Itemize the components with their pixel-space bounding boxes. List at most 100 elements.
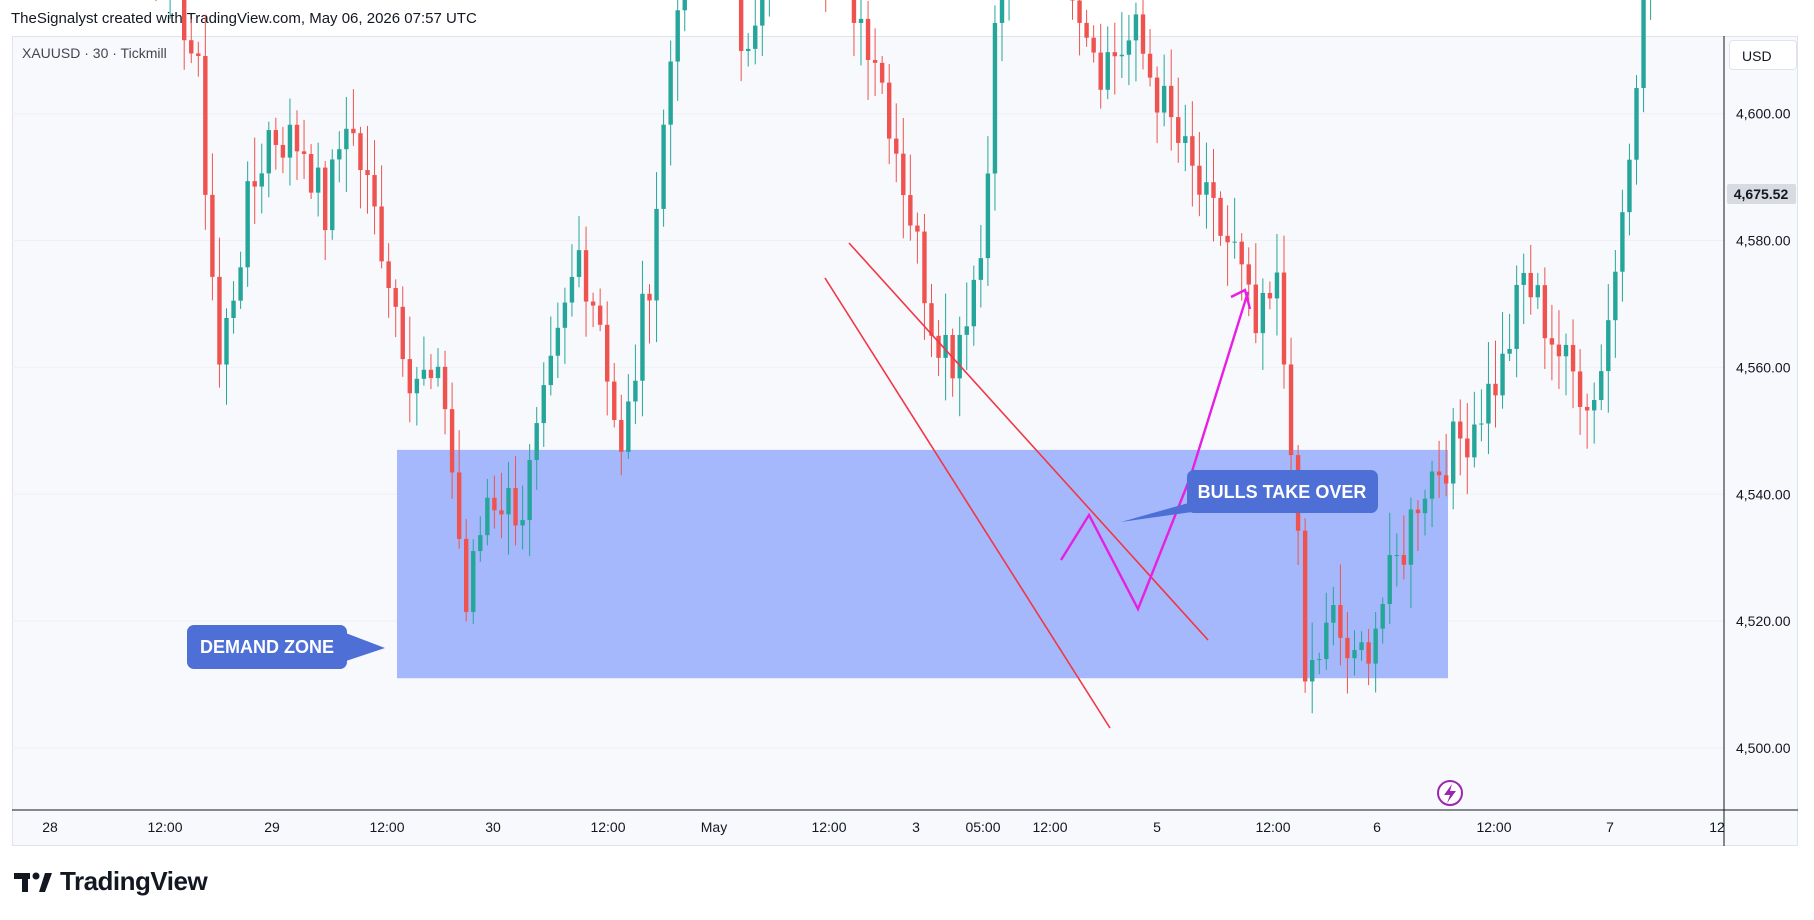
candle-body bbox=[358, 133, 363, 171]
price-tick-label: 4,540.00 bbox=[1736, 486, 1791, 502]
candle-body bbox=[217, 276, 222, 365]
symbol-info[interactable]: XAUUSD · 30 · Tickmill bbox=[22, 45, 167, 61]
currency-selector[interactable]: USD bbox=[1729, 40, 1797, 70]
candle-body bbox=[1570, 344, 1576, 372]
candle-body bbox=[1359, 642, 1364, 651]
price-tick-label: 4,520.00 bbox=[1736, 613, 1791, 629]
candle-body bbox=[1112, 52, 1117, 57]
candle-body bbox=[224, 317, 229, 365]
candle-body bbox=[922, 231, 927, 304]
bulls-take-over-label: BULLS TAKE OVER bbox=[1198, 482, 1367, 502]
candle-body bbox=[1401, 554, 1407, 565]
candle-body bbox=[908, 195, 913, 226]
bulls-take-over-callout[interactable]: BULLS TAKE OVER bbox=[1121, 470, 1378, 522]
candle-body bbox=[590, 301, 596, 306]
candle-body bbox=[1380, 603, 1385, 629]
candle-body bbox=[978, 258, 984, 280]
candle-body bbox=[1338, 605, 1343, 638]
candle-body bbox=[668, 61, 673, 125]
candle-body bbox=[1288, 364, 1294, 456]
candle-body bbox=[626, 401, 631, 452]
candle-body bbox=[513, 488, 518, 526]
candle-body bbox=[1584, 406, 1590, 411]
candle-body bbox=[583, 250, 589, 302]
wedge-lower-line bbox=[824, 277, 1111, 729]
candle-body bbox=[1176, 117, 1181, 143]
candle-body bbox=[541, 385, 546, 424]
candle-body bbox=[238, 267, 243, 301]
candle-body bbox=[266, 130, 271, 174]
candle-body bbox=[259, 173, 264, 187]
candle-body bbox=[1274, 272, 1280, 299]
candle-body bbox=[1225, 235, 1230, 243]
tradingview-logo[interactable]: TradingView bbox=[14, 866, 208, 897]
candle-body bbox=[1620, 212, 1625, 272]
time-tick-label: 6 bbox=[1373, 819, 1381, 835]
candle-body bbox=[936, 335, 941, 358]
candle-body bbox=[738, 0, 744, 52]
candle-body bbox=[315, 167, 321, 193]
candle-body bbox=[654, 208, 659, 301]
candle-body bbox=[301, 151, 307, 154]
candle-body bbox=[464, 538, 469, 612]
price-tick-label: 4,600.00 bbox=[1736, 106, 1791, 122]
candle-body bbox=[245, 181, 250, 268]
tradingview-logo-icon bbox=[14, 872, 52, 892]
candle-body bbox=[1373, 628, 1378, 664]
time-axis: 28 12:00 29 12:00 30 12:00 May 12:00 3 05:00 12:00… bbox=[42, 819, 1725, 835]
candle-body bbox=[428, 369, 434, 379]
candle-body bbox=[1253, 284, 1258, 334]
time-tick-label: 12:00 bbox=[1255, 819, 1290, 835]
candle-body bbox=[203, 55, 208, 195]
candle-body bbox=[1154, 77, 1160, 113]
candle-body bbox=[435, 366, 441, 379]
time-tick-label: 12:00 bbox=[369, 819, 404, 835]
projection-arrowhead bbox=[1230, 288, 1252, 310]
candle-body bbox=[1239, 241, 1244, 265]
time-tick-label: 12:00 bbox=[147, 819, 182, 835]
candle-body bbox=[1627, 159, 1632, 213]
candle-body bbox=[1119, 54, 1125, 57]
price-tick-label: 4,560.00 bbox=[1736, 359, 1791, 375]
candle-body bbox=[1232, 241, 1237, 243]
lightning-icon[interactable] bbox=[1437, 780, 1463, 806]
candle-body bbox=[1077, 0, 1082, 23]
candle-body bbox=[273, 130, 279, 145]
candle-body bbox=[499, 510, 504, 515]
candle-body bbox=[1507, 348, 1512, 354]
candle-body bbox=[330, 159, 335, 231]
time-tick-label: 30 bbox=[485, 819, 501, 835]
candle-body bbox=[1521, 272, 1526, 285]
candle-body bbox=[647, 293, 652, 301]
candle-body bbox=[943, 334, 948, 358]
candle-body bbox=[1091, 37, 1096, 53]
price-axis: 4,700.004,680.004,660.004,640.004,620.00… bbox=[1736, 106, 1791, 756]
time-tick-label: 28 bbox=[42, 819, 58, 835]
candle-body bbox=[1500, 353, 1505, 396]
candle-body bbox=[1465, 438, 1470, 458]
drawings bbox=[824, 242, 1252, 729]
candle-body bbox=[1486, 383, 1491, 424]
candlestick-series bbox=[155, 0, 1652, 714]
candle-body bbox=[456, 472, 462, 539]
candle-body bbox=[1606, 320, 1611, 372]
candle-body bbox=[478, 535, 483, 552]
time-tick-label: 7 bbox=[1606, 819, 1614, 835]
candle-body bbox=[894, 138, 899, 154]
candle-body bbox=[1394, 554, 1399, 556]
candle-body bbox=[682, 0, 687, 11]
candle-body bbox=[1528, 272, 1533, 298]
time-tick-label: 12:00 bbox=[1032, 819, 1067, 835]
candle-body bbox=[576, 250, 582, 277]
candle-body bbox=[1317, 659, 1322, 661]
candle-body bbox=[1479, 423, 1484, 425]
candle-body bbox=[1563, 344, 1569, 357]
candle-body bbox=[485, 497, 490, 536]
candle-body bbox=[597, 305, 603, 325]
candle-body bbox=[858, 18, 864, 23]
candle-body bbox=[569, 276, 575, 303]
candle-body bbox=[1451, 421, 1456, 484]
demand-zone-callout[interactable]: DEMAND ZONE bbox=[187, 625, 385, 669]
candle-body bbox=[1267, 292, 1273, 299]
